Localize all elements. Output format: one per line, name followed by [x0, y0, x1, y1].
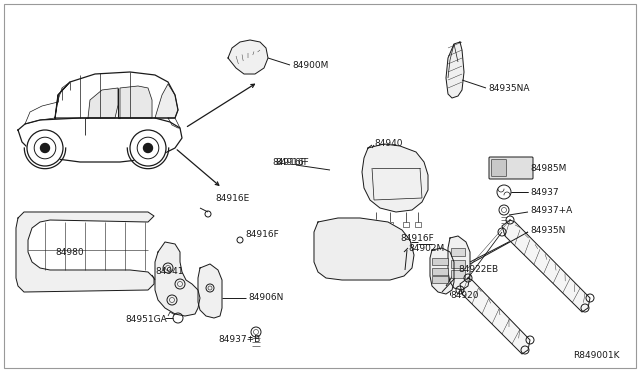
Polygon shape [55, 82, 70, 118]
Polygon shape [198, 264, 222, 318]
Text: 84916F: 84916F [400, 234, 434, 243]
Bar [451, 248, 465, 256]
Text: 84916F: 84916F [275, 157, 308, 167]
Polygon shape [120, 86, 152, 118]
Polygon shape [362, 144, 428, 212]
Text: 84935N: 84935N [530, 225, 565, 234]
Text: 84941: 84941 [155, 267, 184, 276]
Circle shape [130, 130, 166, 166]
Polygon shape [25, 82, 70, 124]
Text: 84916F: 84916F [272, 157, 306, 167]
Bar [174, 128, 179, 136]
Bar [170, 130, 180, 136]
Text: R849001K: R849001K [573, 352, 620, 360]
FancyBboxPatch shape [492, 160, 506, 176]
Text: 84906N: 84906N [248, 294, 284, 302]
Polygon shape [502, 220, 590, 312]
Text: 84916E: 84916E [215, 193, 249, 202]
Polygon shape [18, 118, 182, 162]
Bar [387, 222, 393, 227]
Polygon shape [430, 248, 454, 294]
Text: 84985M: 84985M [530, 164, 566, 173]
Polygon shape [314, 218, 414, 280]
Bar [373, 222, 379, 227]
Polygon shape [460, 278, 530, 354]
Text: 84940: 84940 [374, 138, 403, 148]
Text: 84937+B: 84937+B [218, 336, 260, 344]
Text: 84920: 84920 [450, 291, 479, 299]
Text: 84951GA: 84951GA [125, 315, 167, 324]
Polygon shape [16, 212, 154, 292]
Text: 84937: 84937 [530, 187, 559, 196]
FancyBboxPatch shape [489, 157, 533, 179]
Polygon shape [448, 236, 470, 290]
Bar [451, 270, 465, 278]
Polygon shape [168, 118, 180, 128]
Bar [415, 222, 421, 227]
Circle shape [143, 144, 152, 153]
Text: 84922EB: 84922EB [458, 266, 498, 275]
Bar [451, 260, 465, 268]
Polygon shape [446, 42, 464, 98]
Circle shape [27, 130, 63, 166]
Text: 84935NA: 84935NA [488, 83, 529, 93]
Polygon shape [228, 40, 268, 74]
Text: 84902M: 84902M [408, 244, 444, 253]
Bar [403, 222, 409, 227]
Text: 84937+A: 84937+A [530, 205, 572, 215]
Text: 84980: 84980 [55, 247, 84, 257]
Polygon shape [88, 88, 118, 118]
Polygon shape [55, 72, 178, 118]
Circle shape [40, 144, 49, 153]
Polygon shape [155, 84, 178, 118]
Text: 84916F: 84916F [245, 230, 279, 238]
Bar [432, 268, 448, 275]
Polygon shape [155, 242, 200, 316]
Bar [432, 276, 448, 283]
Bar [432, 258, 448, 265]
Text: 84900M: 84900M [292, 61, 328, 70]
